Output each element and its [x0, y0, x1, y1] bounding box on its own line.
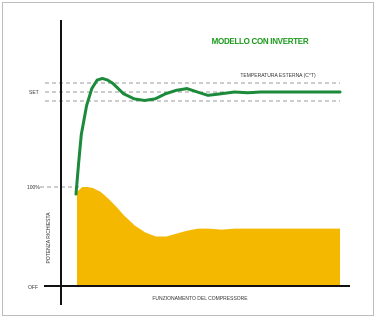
- tick-label-100: 100%: [27, 185, 40, 191]
- tick-label-set: SET: [29, 90, 39, 96]
- x-axis-label: FUNZIONAMENTO DEL COMPRESSORE: [152, 296, 248, 302]
- y-axis-label: POTENZA RICHIESTA: [46, 212, 52, 264]
- chart-title: MODELLO CON INVERTER: [212, 37, 309, 46]
- temperature-line: [74, 76, 342, 196]
- tick-label-off: OFF: [28, 285, 38, 291]
- power-area: [77, 187, 340, 286]
- annotation-label: TEMPERATURA ESTERNA (C°T): [240, 73, 316, 79]
